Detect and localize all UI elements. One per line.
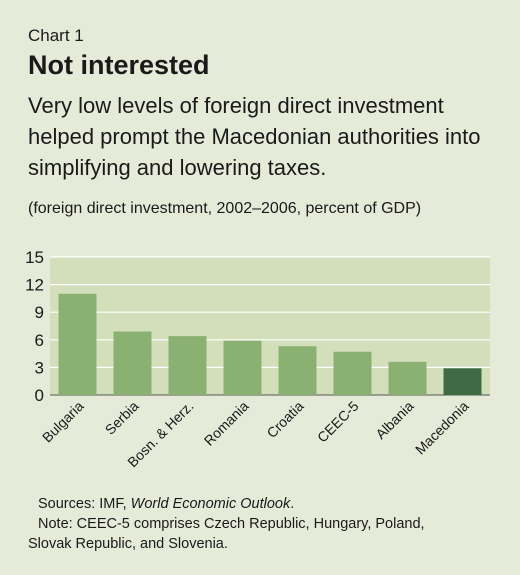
x-tick-label: CEEC-5 xyxy=(314,398,362,446)
y-tick-label: 12 xyxy=(25,276,44,295)
note-line-2: Slovak Republic, and Slovenia. xyxy=(28,536,228,552)
x-tick-label: Croatia xyxy=(263,398,306,441)
bar xyxy=(333,351,372,395)
bar xyxy=(443,368,482,395)
x-tick-label: Serbia xyxy=(102,398,142,438)
bar xyxy=(58,293,97,395)
sources-suffix: . xyxy=(290,496,295,512)
x-tick-label: Bulgaria xyxy=(39,398,87,446)
x-tick-label: Macedonia xyxy=(412,398,472,458)
y-tick-label: 0 xyxy=(35,386,44,405)
units-label: (foreign direct investment, 2002–2006, p… xyxy=(28,200,422,217)
bar xyxy=(113,331,152,395)
chart-subtitle: Very low levels of foreign direct invest… xyxy=(28,93,481,180)
chart-title: Not interested xyxy=(28,50,210,80)
y-tick-label: 6 xyxy=(35,331,44,350)
note-line-1: Note: CEEC-5 comprises Czech Republic, H… xyxy=(38,516,425,532)
chart-kicker: Chart 1 xyxy=(28,26,84,45)
sources-prefix: Sources: IMF, xyxy=(38,496,131,512)
y-tick-label: 9 xyxy=(35,303,44,322)
x-tick-label: Albania xyxy=(372,398,416,442)
y-tick-label: 3 xyxy=(35,358,44,377)
chart-notes: Sources: IMF, World Economic Outlook. No… xyxy=(28,494,425,554)
bar xyxy=(223,340,262,395)
sources-line: Sources: IMF, World Economic Outlook. xyxy=(28,494,425,514)
y-tick-label: 15 xyxy=(25,248,44,267)
sources-publication: World Economic Outlook xyxy=(130,496,291,512)
bar xyxy=(278,346,317,395)
x-tick-label: Romania xyxy=(201,398,252,449)
bar xyxy=(168,336,207,395)
bar xyxy=(388,361,427,395)
